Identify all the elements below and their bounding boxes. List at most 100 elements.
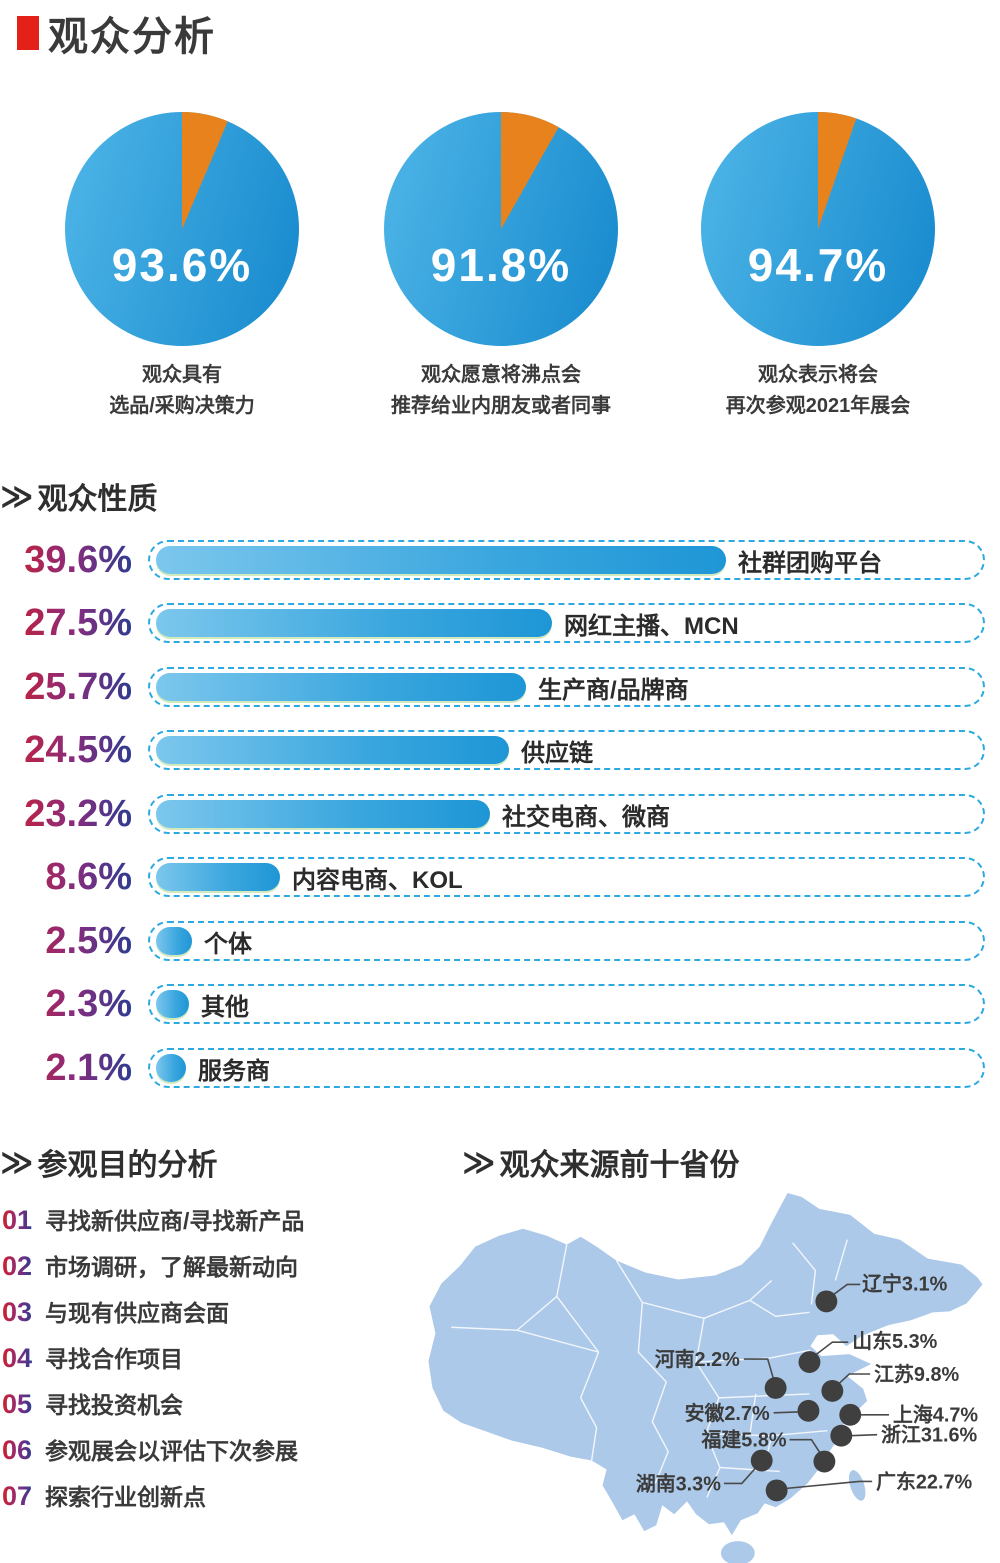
bar-label: 社交电商、微商: [502, 803, 670, 831]
pie-chart-revisit: 94.7% 观众表示将会 再次参观2021年展会: [658, 112, 978, 422]
china-map: 辽宁3.1% 山东5.3% 河南2.2% 江苏9.8% 安徽2.7% 上海4.7…: [420, 1185, 995, 1563]
section-heading-text: 观众来源前十省份: [499, 1149, 740, 1182]
purpose-text: 探索行业创新点: [45, 1484, 207, 1510]
bar-fill: [156, 609, 552, 637]
bar-percentage: 2.1%: [0, 1047, 132, 1090]
purpose-number: 04: [2, 1343, 33, 1373]
bar-label: 供应链: [521, 739, 593, 767]
pie-value: 94.7%: [747, 239, 889, 291]
label-liaoning: 辽宁3.1%: [862, 1272, 947, 1295]
bar-track: 服务商: [148, 1048, 985, 1088]
bar-track: 社群团购平台: [148, 540, 985, 580]
purpose-item: 06 参观展会以评估下次参展: [2, 1432, 298, 1466]
pie-caption-line2: 选品/采购决策力: [109, 395, 255, 417]
purpose-number: 05: [2, 1389, 33, 1419]
page-title: 观众分析: [17, 4, 216, 62]
province-borders: [451, 1239, 848, 1498]
bar-fill: [156, 990, 189, 1018]
bar-label: 社群团购平台: [738, 549, 882, 577]
pie-caption: 观众表示将会 再次参观2021年展会: [658, 360, 978, 422]
dot-fujian: [813, 1450, 836, 1473]
dot-liaoning: [815, 1290, 838, 1313]
bar-row: 8.6% 内容电商、KOL: [0, 856, 1000, 899]
pie-caption-line1: 观众愿意将沸点会: [421, 364, 581, 386]
section-heading-text: 参观目的分析: [37, 1149, 218, 1182]
label-hunan: 湖南3.3%: [636, 1473, 721, 1495]
leader-liaoning: [827, 1283, 861, 1300]
pie-value: 91.8%: [430, 239, 572, 291]
bar-row: 23.2% 社交电商、微商: [0, 793, 1000, 836]
bar-fill: [156, 673, 526, 701]
purpose-item: 03 与现有供应商会面: [2, 1294, 229, 1328]
label-fujian: 福建5.8%: [701, 1429, 787, 1452]
pie-chart-decision: 93.6% 观众具有 选品/采购决策力: [22, 112, 342, 422]
province-labels: 辽宁3.1% 山东5.3% 河南2.2% 江苏9.8% 安徽2.7% 上海4.7…: [636, 1272, 979, 1495]
bar-track: 内容电商、KOL: [148, 857, 985, 897]
bar-fill: [156, 1054, 186, 1082]
label-henan: 河南2.2%: [655, 1349, 740, 1371]
leader-hunan: [723, 1463, 760, 1485]
bar-fill: [156, 800, 490, 828]
pie-caption: 观众具有 选品/采购决策力: [22, 360, 342, 422]
page-title-text: 观众分析: [48, 15, 216, 59]
label-guangdong: 广东22.7%: [876, 1470, 972, 1493]
pie-circle: 91.8%: [384, 112, 618, 346]
double-chevron-icon: ≫: [0, 1144, 34, 1180]
purpose-text: 市场调研，了解最新动向: [45, 1254, 299, 1280]
bar-track: 网红主播、MCN: [148, 603, 985, 643]
pie-caption-line2: 推荐给业内朋友或者同事: [391, 395, 611, 417]
bar-row: 2.5% 个体: [0, 920, 1000, 963]
red-block-icon: [17, 16, 39, 50]
pie-circle: 93.6%: [65, 112, 299, 346]
leader-henan: [743, 1358, 776, 1384]
bar-row: 24.5% 供应链: [0, 729, 1000, 772]
purpose-text: 与现有供应商会面: [45, 1300, 230, 1326]
purpose-number: 01: [2, 1205, 33, 1235]
leader-guangdong: [786, 1480, 873, 1490]
label-anhui: 安徽2.7%: [685, 1402, 770, 1425]
bar-row: 39.6% 社群团购平台: [0, 539, 1000, 582]
pie-caption-line2: 再次参观2021年展会: [725, 395, 911, 417]
bar-label: 服务商: [198, 1057, 270, 1085]
dot-hunan: [750, 1449, 773, 1472]
dot-zhejiang: [830, 1424, 853, 1447]
bar-fill: [156, 736, 509, 764]
purpose-item: 05 寻找投资机会: [2, 1386, 183, 1420]
bar-fill: [156, 863, 280, 891]
bar-fill: [156, 546, 726, 574]
purpose-item: 07 探索行业创新点: [2, 1478, 206, 1512]
bar-row: 2.3% 其他: [0, 983, 1000, 1025]
bar-percentage: 27.5%: [0, 602, 132, 645]
bar-row: 2.1% 服务商: [0, 1047, 1000, 1090]
pie-caption: 观众愿意将沸点会 推荐给业内朋友或者同事: [341, 360, 661, 422]
purpose-text: 寻找合作项目: [45, 1346, 184, 1372]
pie-value: 93.6%: [111, 239, 253, 291]
hainan-island: [720, 1541, 755, 1563]
purpose-item: 02 市场调研，了解最新动向: [2, 1248, 298, 1282]
purpose-number: 03: [2, 1297, 33, 1327]
leader-shandong: [810, 1341, 849, 1359]
bar-percentage: 24.5%: [0, 729, 132, 772]
bar-percentage: 25.7%: [0, 666, 132, 709]
bar-label: 个体: [204, 930, 252, 958]
double-chevron-icon: ≫: [462, 1144, 496, 1180]
bar-row: 25.7% 生产商/品牌商: [0, 666, 1000, 709]
bar-fill: [156, 927, 192, 955]
bar-label: 其他: [201, 993, 249, 1021]
bar-percentage: 2.5%: [0, 920, 132, 963]
pie-caption-line1: 观众具有: [142, 364, 222, 386]
bar-percentage: 8.6%: [0, 856, 132, 899]
purpose-text: 参观展会以评估下次参展: [45, 1438, 299, 1464]
double-chevron-icon: ≫: [0, 478, 34, 514]
leader-jiangsu: [834, 1373, 871, 1388]
china-map-svg: 辽宁3.1% 山东5.3% 河南2.2% 江苏9.8% 安徽2.7% 上海4.7…: [428, 1192, 983, 1563]
bar-percentage: 39.6%: [0, 539, 132, 582]
purpose-number: 02: [2, 1251, 33, 1281]
bar-track: 供应链: [148, 730, 985, 770]
label-shandong: 山东5.3%: [852, 1330, 937, 1353]
leader-fujian: [789, 1438, 824, 1457]
bar-label: 内容电商、KOL: [292, 866, 463, 894]
dot-henan: [764, 1376, 787, 1399]
dot-guangdong: [765, 1479, 788, 1502]
bar-percentage: 23.2%: [0, 793, 132, 836]
